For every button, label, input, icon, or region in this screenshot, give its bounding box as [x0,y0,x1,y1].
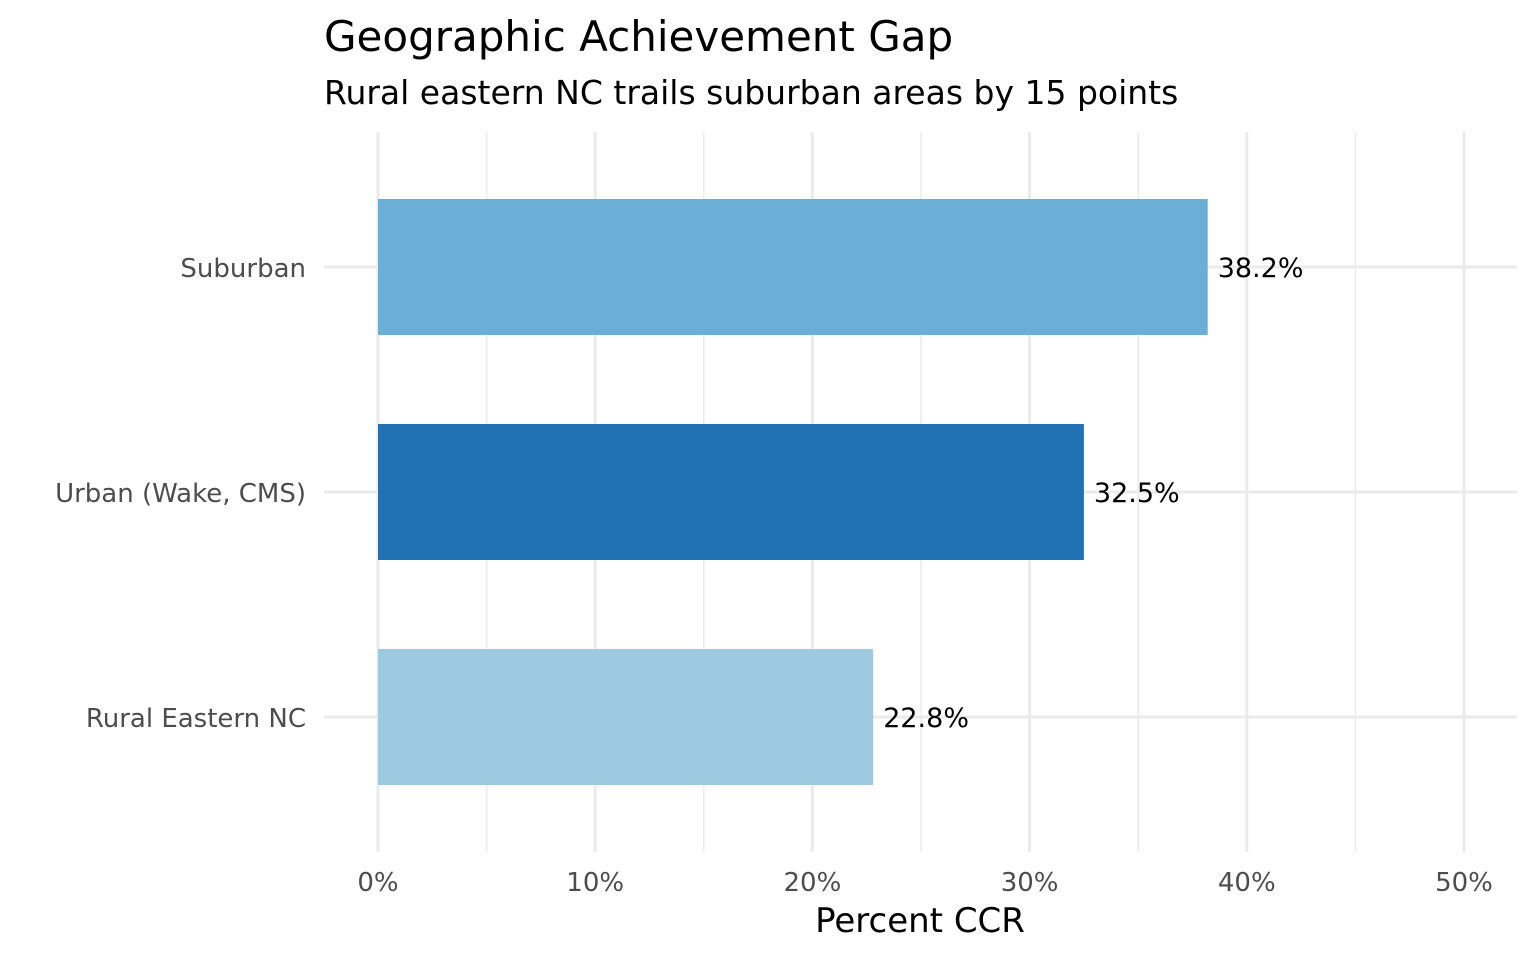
chart-subtitle: Rural eastern NC trails suburban areas b… [324,73,1178,112]
x-tick-label: 0% [357,868,398,898]
data-label: 32.5% [1094,478,1180,509]
category-label: Urban (Wake, CMS) [55,479,306,509]
x-tick-label: 50% [1435,868,1493,898]
category-label: Rural Eastern NC [86,704,306,734]
bar [378,649,874,785]
x-axis-title: Percent CCR [815,901,1025,941]
x-tick-label: 30% [1001,868,1059,898]
bar [378,424,1084,560]
x-tick-label: 40% [1218,868,1276,898]
data-label: 38.2% [1218,253,1304,284]
category-label: Suburban [180,254,306,284]
data-label: 22.8% [883,703,969,734]
chart-title: Geographic Achievement Gap [324,12,953,61]
category-labels: Suburban Urban (Wake, CMS) Rural Eastern N… [55,254,306,734]
x-tick-label: 20% [784,868,842,898]
bars [378,199,1208,785]
x-axis-ticks: 0% 10% 20% 30% 40% 50% [357,868,1493,898]
x-tick-label: 10% [566,868,624,898]
data-labels: 38.2% 32.5% 22.8% [883,253,1303,734]
bar [378,199,1208,335]
